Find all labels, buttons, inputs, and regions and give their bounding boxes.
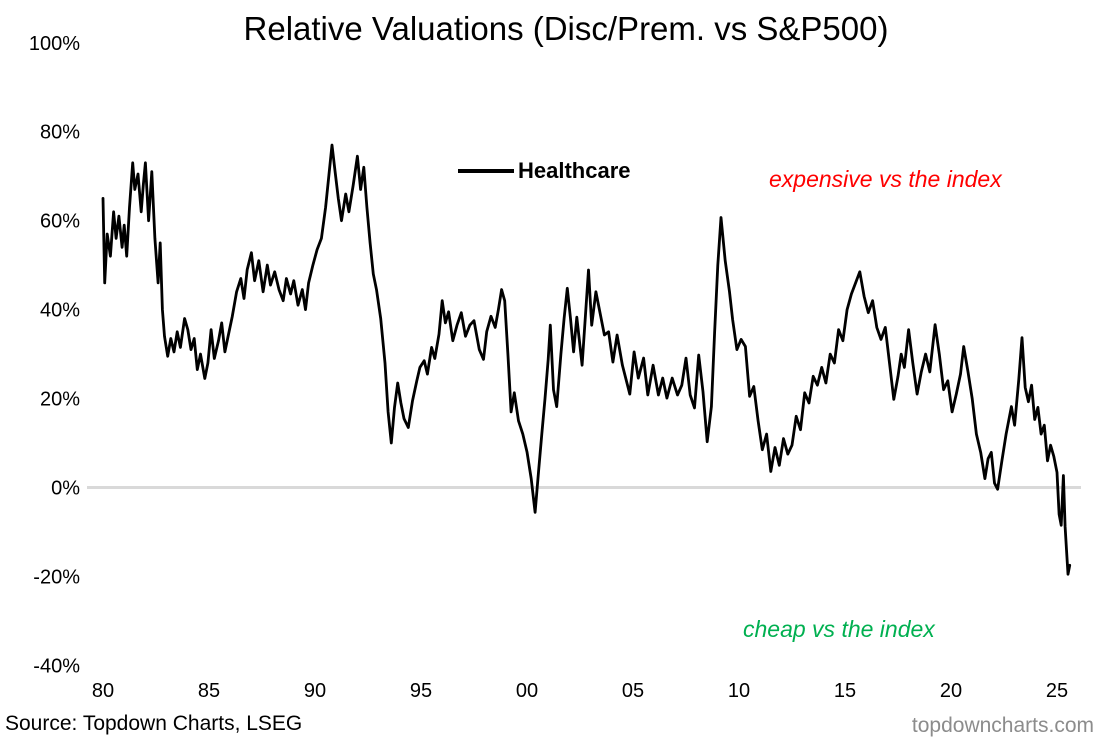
y-tick-label: 60% xyxy=(40,211,80,233)
x-tick-label: 85 xyxy=(198,680,220,702)
y-tick-label: 40% xyxy=(40,300,80,322)
x-tick-label: 00 xyxy=(516,680,538,702)
y-tick-label: -40% xyxy=(33,655,80,677)
annotation-cheap: cheap vs the index xyxy=(743,616,935,642)
x-tick-label: 05 xyxy=(622,680,644,702)
x-tick-label: 25 xyxy=(1046,680,1068,702)
x-tick-label: 10 xyxy=(728,680,750,702)
y-tick-label: 80% xyxy=(40,122,80,144)
series-line-healthcare xyxy=(101,143,1072,576)
legend-label-healthcare: Healthcare xyxy=(518,158,631,183)
y-tick-label: 100% xyxy=(29,33,80,55)
x-tick-label: 15 xyxy=(834,680,856,702)
x-tick-label: 95 xyxy=(410,680,432,702)
y-tick-label: -20% xyxy=(33,566,80,588)
source-note: Source: Topdown Charts, LSEG xyxy=(5,712,303,735)
watermark: topdowncharts.com xyxy=(911,714,1094,737)
annotation-expensive: expensive vs the index xyxy=(769,166,1002,192)
x-tick-label: 20 xyxy=(940,680,962,702)
y-tick-label: 0% xyxy=(51,478,80,500)
legend-line-swatch xyxy=(458,169,514,173)
chart-title: Relative Valuations (Disc/Prem. vs S&P50… xyxy=(243,10,889,47)
legend: Healthcare xyxy=(458,158,631,184)
x-tick-label: 80 xyxy=(92,680,114,702)
y-tick-label: 20% xyxy=(40,389,80,411)
x-tick-label: 90 xyxy=(304,680,326,702)
